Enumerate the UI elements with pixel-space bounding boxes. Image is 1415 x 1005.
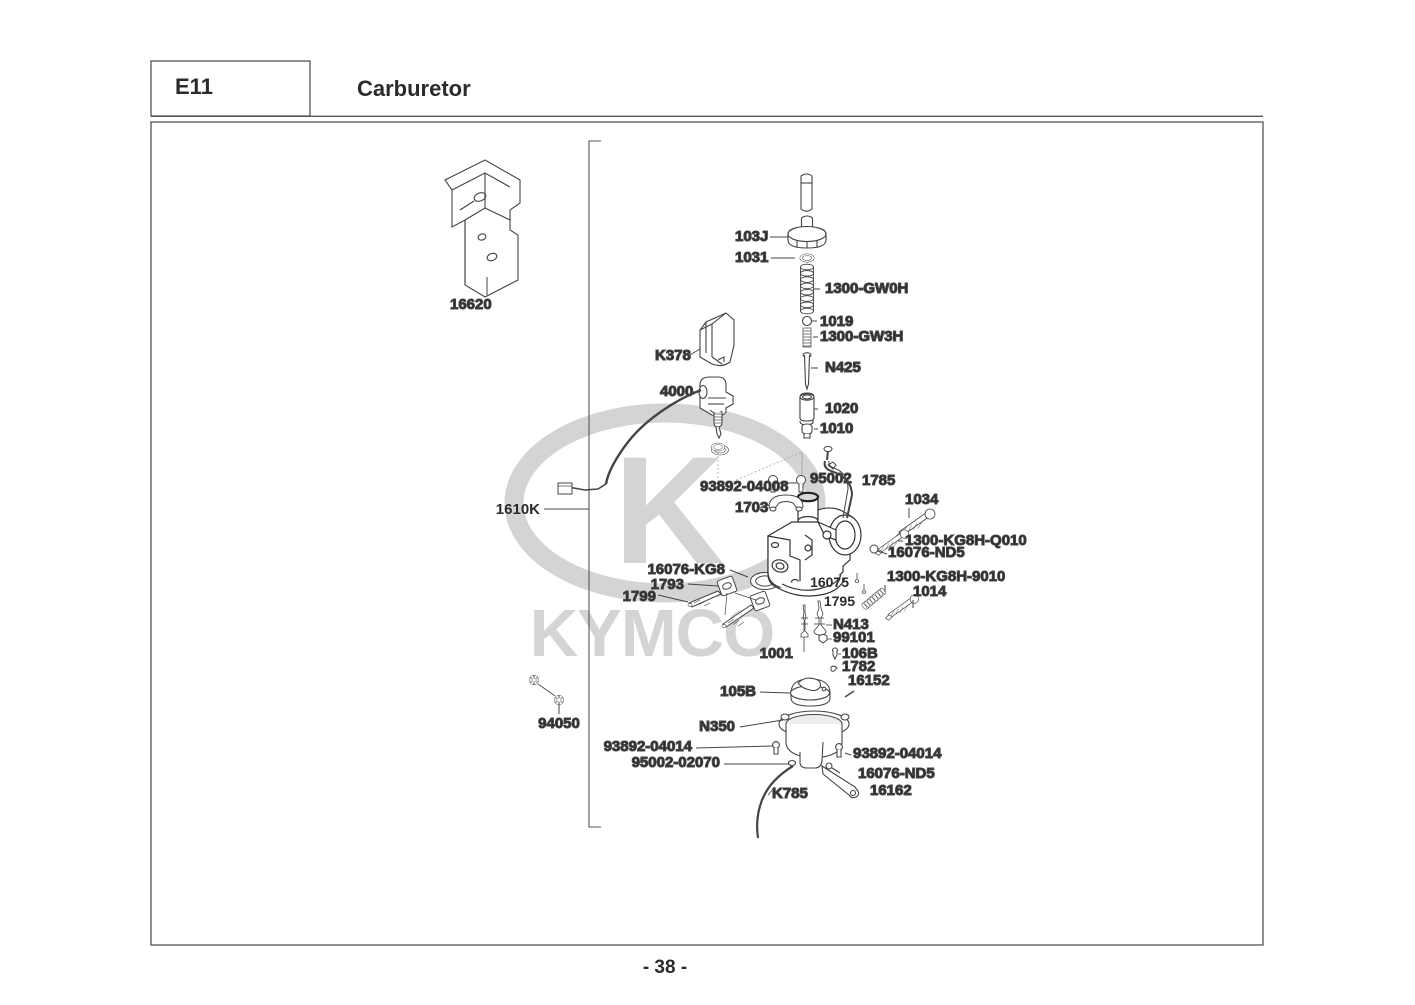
svg-text:93892-04014: 93892-04014 (604, 738, 693, 755)
svg-text:93892-04008: 93892-04008 (700, 478, 788, 495)
svg-text:1034: 1034 (905, 491, 939, 508)
svg-text:1799: 1799 (623, 588, 656, 605)
svg-text:1014: 1014 (913, 583, 947, 600)
svg-text:1031: 1031 (735, 249, 768, 266)
svg-text:1300-GW0H: 1300-GW0H (825, 280, 908, 297)
svg-text:99101: 99101 (833, 629, 875, 646)
svg-text:16152: 16152 (848, 672, 890, 689)
svg-text:1001: 1001 (760, 645, 793, 662)
svg-text:1785: 1785 (862, 472, 895, 489)
svg-text:E11: E11 (175, 74, 213, 99)
svg-text:KYMCO: KYMCO (530, 596, 774, 671)
svg-text:K785: K785 (772, 785, 808, 802)
svg-text:93892-04014: 93892-04014 (853, 745, 942, 762)
svg-text:16620: 16620 (450, 296, 492, 313)
svg-text:N350: N350 (699, 718, 735, 735)
svg-text:N425: N425 (825, 359, 861, 376)
svg-text:K378: K378 (655, 347, 691, 364)
svg-text:Carburetor: Carburetor (357, 76, 471, 101)
svg-text:16075: 16075 (810, 574, 849, 590)
svg-text:1010: 1010 (820, 420, 853, 437)
svg-text:103J: 103J (735, 228, 768, 245)
svg-text:- 38 -: - 38 - (643, 957, 687, 978)
svg-text:1795: 1795 (824, 593, 855, 609)
svg-text:94050: 94050 (538, 715, 580, 732)
svg-text:16076-ND5: 16076-ND5 (888, 544, 965, 561)
svg-text:1610K: 1610K (496, 501, 540, 518)
svg-text:1703: 1703 (735, 499, 768, 516)
svg-text:16162: 16162 (870, 782, 912, 799)
svg-text:16076-ND5: 16076-ND5 (858, 765, 935, 782)
svg-text:105B: 105B (720, 683, 756, 700)
svg-text:4000: 4000 (660, 383, 693, 400)
svg-text:1300-GW3H: 1300-GW3H (820, 328, 903, 345)
svg-text:1020: 1020 (825, 400, 858, 417)
svg-text:95002-02070: 95002-02070 (632, 754, 720, 771)
